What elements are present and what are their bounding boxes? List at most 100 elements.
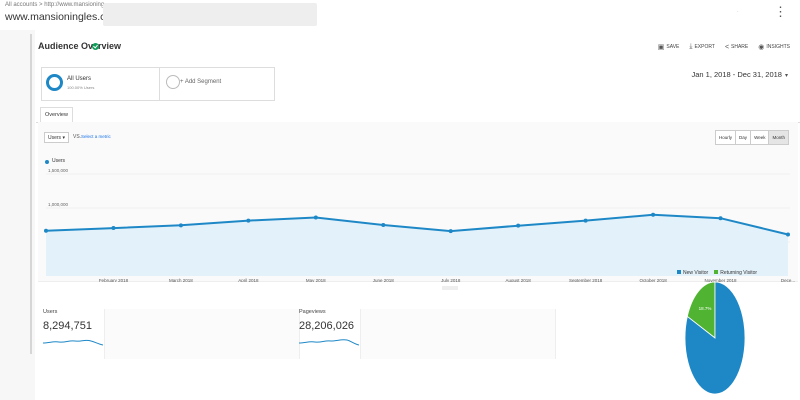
insights-label: INSIGHTS bbox=[766, 44, 790, 50]
tab-bar: Overview bbox=[36, 105, 800, 124]
granularity-toggle: Hourly Day Week Month bbox=[715, 130, 789, 145]
legend-label: New Visitor bbox=[683, 270, 709, 276]
y-tick-label: 1,000,000 bbox=[48, 202, 69, 207]
data-point bbox=[246, 218, 251, 223]
x-tick-label: March 2018 bbox=[169, 278, 193, 282]
pie-legend: New Visitor Returning Visitor bbox=[677, 270, 757, 276]
granularity-week-button[interactable]: Week bbox=[751, 131, 770, 144]
main-content: Audience Overview ▣ SAVE ⤓ EXPORT < SHAR… bbox=[36, 30, 800, 400]
sparkline-path bbox=[43, 339, 103, 346]
data-point bbox=[718, 216, 723, 221]
data-point bbox=[44, 228, 48, 233]
segment-label: All Users bbox=[67, 76, 92, 82]
data-point bbox=[786, 232, 790, 237]
segment-ring-icon bbox=[46, 74, 63, 91]
scorecard-pageviews[interactable]: Pageviews 28,206,026 bbox=[299, 309, 363, 355]
granularity-day-button[interactable]: Day bbox=[736, 131, 752, 144]
page-title: Audience Overview bbox=[38, 41, 122, 51]
sparkline-path bbox=[299, 339, 359, 346]
date-range-picker[interactable]: Jan 1, 2018 - Dec 31, 2018 ▾ bbox=[692, 70, 789, 79]
users-sparkline bbox=[43, 339, 103, 346]
x-tick-label: August 2018 bbox=[506, 278, 532, 282]
add-segment-label: + Add Segment bbox=[180, 79, 222, 85]
search-input[interactable] bbox=[103, 3, 317, 26]
data-point bbox=[381, 223, 386, 227]
metric-label: Users bbox=[48, 135, 62, 141]
x-tick-label: May 2018 bbox=[306, 278, 326, 282]
data-point bbox=[448, 229, 453, 234]
data-point bbox=[583, 218, 588, 223]
users-area-fill bbox=[46, 214, 788, 276]
legend-swatch bbox=[714, 270, 719, 274]
legend-label: Users bbox=[52, 158, 66, 164]
share-label: SHARE bbox=[731, 44, 749, 50]
pie-slice[interactable] bbox=[686, 281, 716, 339]
insights-icon: ◉ bbox=[758, 44, 765, 51]
x-tick-label: June 2018 bbox=[373, 278, 395, 282]
pie-slice[interactable] bbox=[684, 281, 746, 395]
x-tick-label: February 2018 bbox=[99, 278, 129, 282]
metric-selector[interactable]: Users ▾ bbox=[44, 132, 69, 143]
share-icon: < bbox=[724, 43, 730, 51]
segment-percentage: 100.00% Users bbox=[67, 85, 95, 90]
title-row: Audience Overview ▣ SAVE ⤓ EXPORT < SHAR… bbox=[36, 41, 800, 57]
placeholder-mark: · bbox=[737, 9, 739, 15]
x-tick-label: September 2018 bbox=[569, 278, 603, 282]
select-metric-link[interactable]: Select a metric bbox=[81, 134, 111, 139]
save-button[interactable]: ▣ SAVE bbox=[658, 43, 680, 51]
granularity-hourly-button[interactable]: Hourly bbox=[716, 131, 737, 144]
scorecard-placeholder bbox=[360, 309, 556, 359]
y-tick-label: 1,500,000 bbox=[48, 168, 69, 173]
export-icon: ⤓ bbox=[689, 43, 693, 50]
rail-scrollbar[interactable] bbox=[30, 34, 32, 354]
scorecard-label: Pageviews bbox=[299, 309, 326, 315]
empty-segment-icon bbox=[166, 75, 180, 89]
share-button[interactable]: < SHARE bbox=[725, 43, 748, 51]
users-line bbox=[45, 213, 789, 236]
scorecard-value: 28,206,026 bbox=[299, 320, 355, 332]
data-point bbox=[313, 215, 318, 220]
x-tick-label: April 2018 bbox=[238, 278, 259, 282]
vs-label: VS. bbox=[73, 134, 82, 140]
verified-check-icon bbox=[92, 43, 99, 50]
scorecard-placeholder bbox=[104, 309, 300, 359]
export-button[interactable]: ⤓ EXPORT bbox=[689, 43, 715, 51]
insights-button[interactable]: ◉ INSIGHTS bbox=[758, 43, 790, 51]
date-range-label: Jan 1, 2018 - Dec 31, 2018 bbox=[691, 70, 782, 79]
legend-label: Returning Visitor bbox=[720, 270, 758, 276]
chevron-down-icon: ▾ bbox=[62, 135, 65, 141]
visitor-pie-chart: 18.7%81.3% bbox=[684, 281, 746, 395]
add-segment-button[interactable]: + Add Segment bbox=[159, 67, 275, 101]
left-rail bbox=[0, 30, 35, 400]
pie-slice-label: 18.7% bbox=[699, 306, 712, 311]
scorecard-label: Users bbox=[43, 309, 58, 315]
data-point bbox=[516, 223, 521, 228]
top-bar: All accounts > http://www.mansioning... … bbox=[0, 0, 800, 30]
x-tick-label: October 2018 bbox=[639, 278, 667, 282]
report-actions: ▣ SAVE ⤓ EXPORT < SHARE ◉ INSIGHTS bbox=[658, 43, 790, 51]
chevron-down-icon: ▾ bbox=[784, 73, 788, 79]
account-path[interactable]: All accounts > http://www.mansioning... bbox=[5, 2, 110, 8]
legend-new-visitor: New Visitor bbox=[677, 270, 708, 276]
x-tick-label: July 2018 bbox=[441, 278, 461, 282]
resize-handle[interactable] bbox=[442, 286, 458, 290]
data-point bbox=[651, 212, 656, 217]
granularity-month-button[interactable]: Month bbox=[769, 131, 788, 144]
data-point bbox=[178, 223, 183, 228]
pageviews-sparkline bbox=[299, 339, 359, 346]
legend-swatch bbox=[677, 270, 681, 274]
save-label: SAVE bbox=[666, 44, 680, 50]
x-tick-label: November 2018 bbox=[705, 278, 738, 282]
save-icon: ▣ bbox=[657, 44, 665, 51]
more-options-icon[interactable]: ⋮ bbox=[774, 4, 787, 19]
x-tick-label: Dece... bbox=[781, 278, 795, 282]
account-name: www.mansioningles.com bbox=[5, 11, 120, 23]
scorecard-users[interactable]: Users 8,294,751 bbox=[43, 309, 105, 355]
data-point bbox=[111, 226, 116, 231]
export-label: EXPORT bbox=[694, 44, 715, 50]
legend-returning-visitor: Returning Visitor bbox=[714, 270, 757, 276]
legend-marker bbox=[45, 160, 49, 164]
scorecard-value: 8,294,751 bbox=[43, 320, 92, 332]
